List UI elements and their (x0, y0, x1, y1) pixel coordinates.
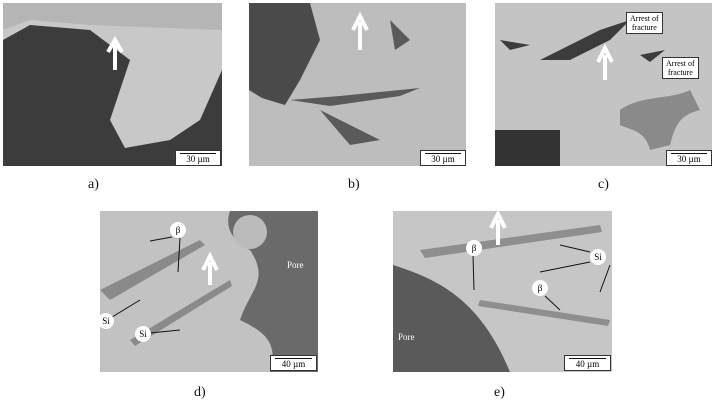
leader-line (103, 236, 611, 334)
annotation: Si (135, 326, 151, 342)
scale-bar: 30 µm (175, 150, 221, 166)
scale-bar: 40 µm (270, 355, 317, 371)
pore (393, 265, 510, 372)
fracture-region (3, 3, 222, 148)
arrow (596, 43, 614, 80)
annotation: β (532, 280, 548, 296)
arrow (201, 251, 219, 285)
surface (3, 3, 222, 30)
panel-label: d) (194, 385, 206, 400)
arrow (489, 209, 507, 245)
pore (228, 211, 318, 372)
phase (100, 240, 232, 346)
annotation: β (170, 222, 186, 238)
annotation: Si (590, 249, 606, 265)
annotation: Arrest of fracture (626, 12, 663, 34)
annotation: Pore (398, 332, 415, 342)
annotation: Si (98, 313, 114, 329)
crack (500, 20, 665, 62)
panel-label: e) (494, 385, 505, 400)
panel-label: b) (348, 177, 360, 192)
arrow (351, 11, 369, 50)
pore (620, 90, 700, 150)
scale-bar: 30 µm (420, 150, 466, 166)
pore (249, 3, 320, 105)
particle (233, 215, 267, 249)
scale-bar: 30 µm (666, 150, 712, 166)
arrow (106, 36, 124, 70)
annotation: Pore (287, 260, 304, 270)
pore (495, 130, 560, 166)
annotation: β (466, 240, 482, 256)
panel-label: a) (88, 177, 99, 192)
scale-bar: 40 µm (564, 355, 611, 371)
panel-label: c) (598, 177, 609, 192)
annotation: Arrest of fracture (662, 57, 699, 79)
